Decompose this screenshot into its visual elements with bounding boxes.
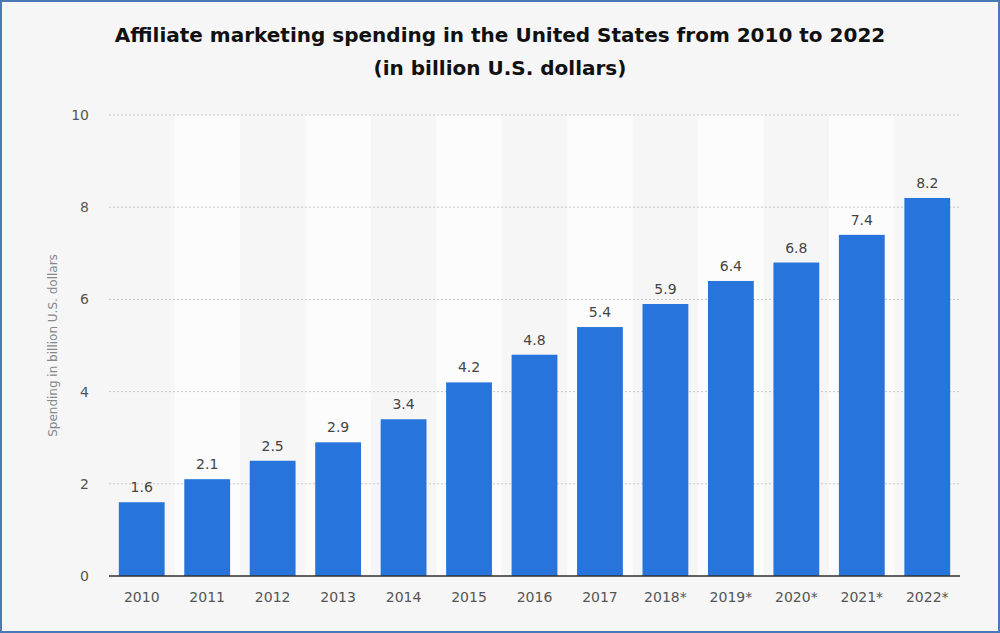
data-label: 6.8 — [785, 240, 807, 256]
x-tick-label: 2015 — [451, 589, 487, 605]
y-tick-label: 8 — [80, 199, 89, 215]
data-label: 3.4 — [392, 396, 414, 412]
data-label: 1.6 — [131, 479, 153, 495]
grid-line — [109, 207, 960, 208]
grid-line — [109, 115, 960, 116]
bar — [381, 419, 427, 576]
column-band — [436, 115, 501, 576]
y-tick-label: 10 — [71, 107, 89, 123]
y-tick-label: 6 — [80, 291, 89, 307]
x-tick-label: 2016 — [517, 589, 553, 605]
y-tick-label: 0 — [80, 568, 89, 584]
column-band — [174, 115, 239, 576]
bar — [708, 281, 754, 576]
x-tick-label: 2011 — [189, 589, 225, 605]
x-tick-label: 2022* — [906, 589, 949, 605]
column-band — [829, 115, 894, 576]
column-band — [698, 115, 763, 576]
x-tick-label: 2020* — [775, 589, 818, 605]
title: Affiliate marketing spending in the Unit… — [115, 23, 886, 47]
x-tick-label: 2010 — [124, 589, 160, 605]
x-tick-label: 2012 — [255, 589, 291, 605]
x-tick-label: 2017 — [582, 589, 618, 605]
bar — [577, 327, 623, 576]
data-label: 4.2 — [458, 359, 480, 375]
data-label: 5.4 — [589, 304, 611, 320]
bar — [773, 263, 819, 576]
x-tick-label: 2021* — [840, 589, 883, 605]
grid-line — [109, 576, 960, 577]
data-label: 7.4 — [851, 212, 873, 228]
bar — [446, 382, 492, 576]
x-axis-line — [109, 575, 960, 577]
x-tick-label: 2013 — [320, 589, 356, 605]
column-band — [305, 115, 370, 576]
data-label: 2.5 — [262, 438, 284, 454]
x-tick-label: 2014 — [386, 589, 422, 605]
subtitle: (in billion U.S. dollars) — [374, 56, 627, 80]
y-tick-label: 4 — [80, 384, 89, 400]
y-axis-label: Spending in billion U.S. dollars — [46, 254, 60, 437]
data-label: 2.9 — [327, 419, 349, 435]
data-label: 4.8 — [523, 332, 545, 348]
bar — [184, 479, 230, 576]
bar — [315, 442, 361, 576]
y-tick-label: 2 — [80, 476, 89, 492]
bar — [119, 502, 165, 576]
grid-line — [109, 299, 960, 300]
bar — [250, 461, 296, 576]
bar — [512, 355, 558, 576]
x-tick-label: 2019* — [710, 589, 753, 605]
bars — [119, 198, 950, 576]
background — [1, 1, 999, 632]
data-label: 5.9 — [654, 281, 676, 297]
column-band — [567, 115, 632, 576]
x-tick-label: 2018* — [644, 589, 687, 605]
bar — [904, 198, 950, 576]
bar — [643, 304, 689, 576]
chart: Affiliate marketing spending in the Unit… — [0, 0, 1000, 633]
data-label: 2.1 — [196, 456, 218, 472]
bar — [839, 235, 885, 576]
data-label: 8.2 — [916, 175, 938, 191]
data-label: 6.4 — [720, 258, 742, 274]
